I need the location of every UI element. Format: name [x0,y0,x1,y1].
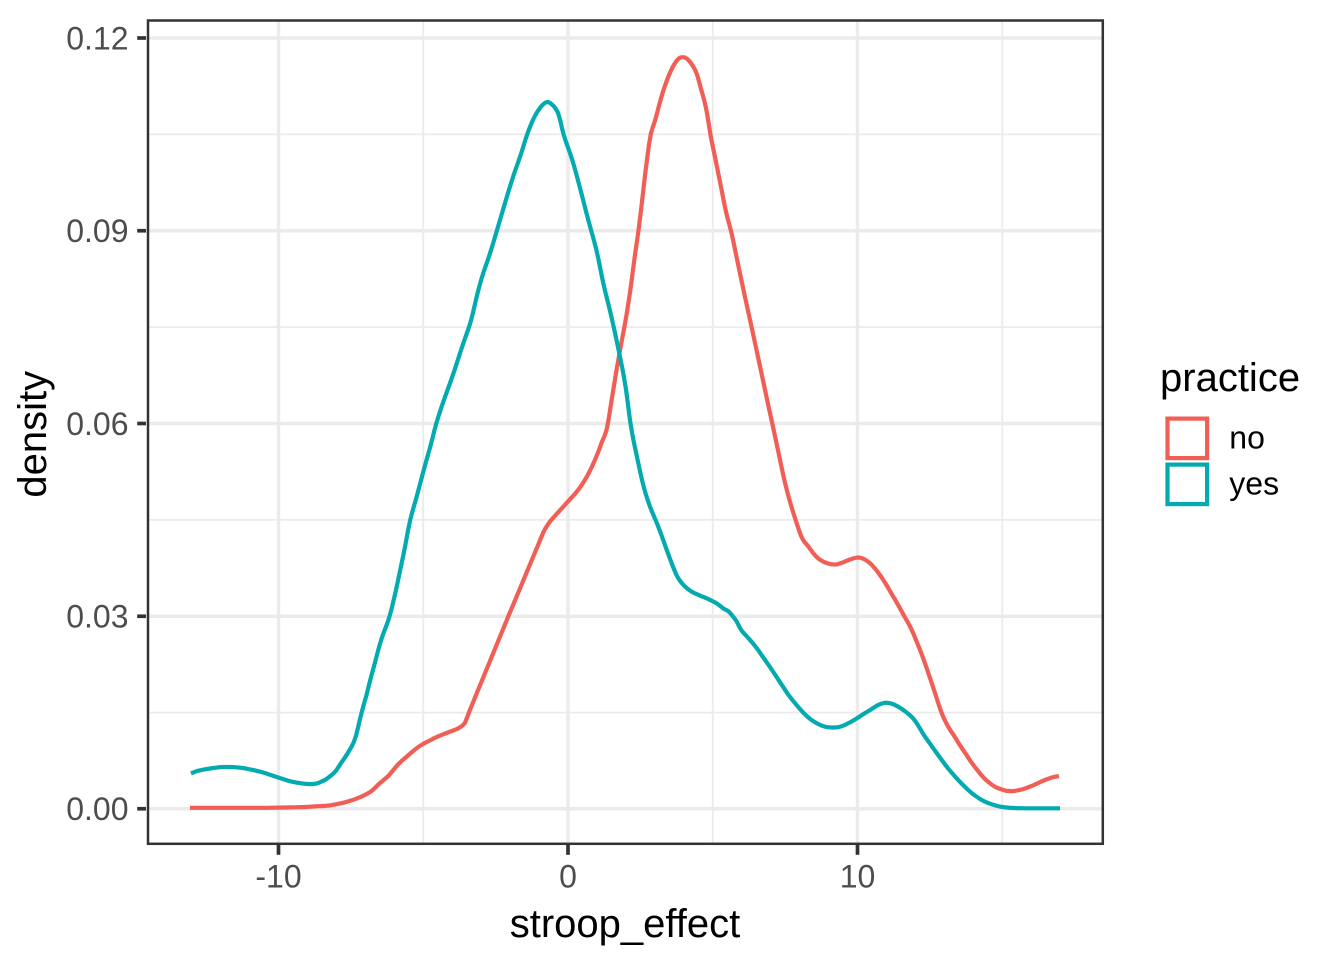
svg-text:0.03: 0.03 [66,599,128,635]
svg-text:0.00: 0.00 [66,791,128,827]
svg-text:stroop_effect: stroop_effect [510,902,741,946]
svg-text:no: no [1229,419,1265,455]
svg-text:practice: practice [1160,356,1300,400]
svg-text:yes: yes [1229,466,1279,502]
svg-text:0.06: 0.06 [66,406,128,442]
svg-text:0: 0 [559,859,577,895]
svg-text:0.12: 0.12 [66,20,128,56]
svg-text:density: density [11,371,55,498]
svg-text:10: 10 [840,859,876,895]
svg-text:-10: -10 [255,859,301,895]
svg-text:0.09: 0.09 [66,213,128,249]
